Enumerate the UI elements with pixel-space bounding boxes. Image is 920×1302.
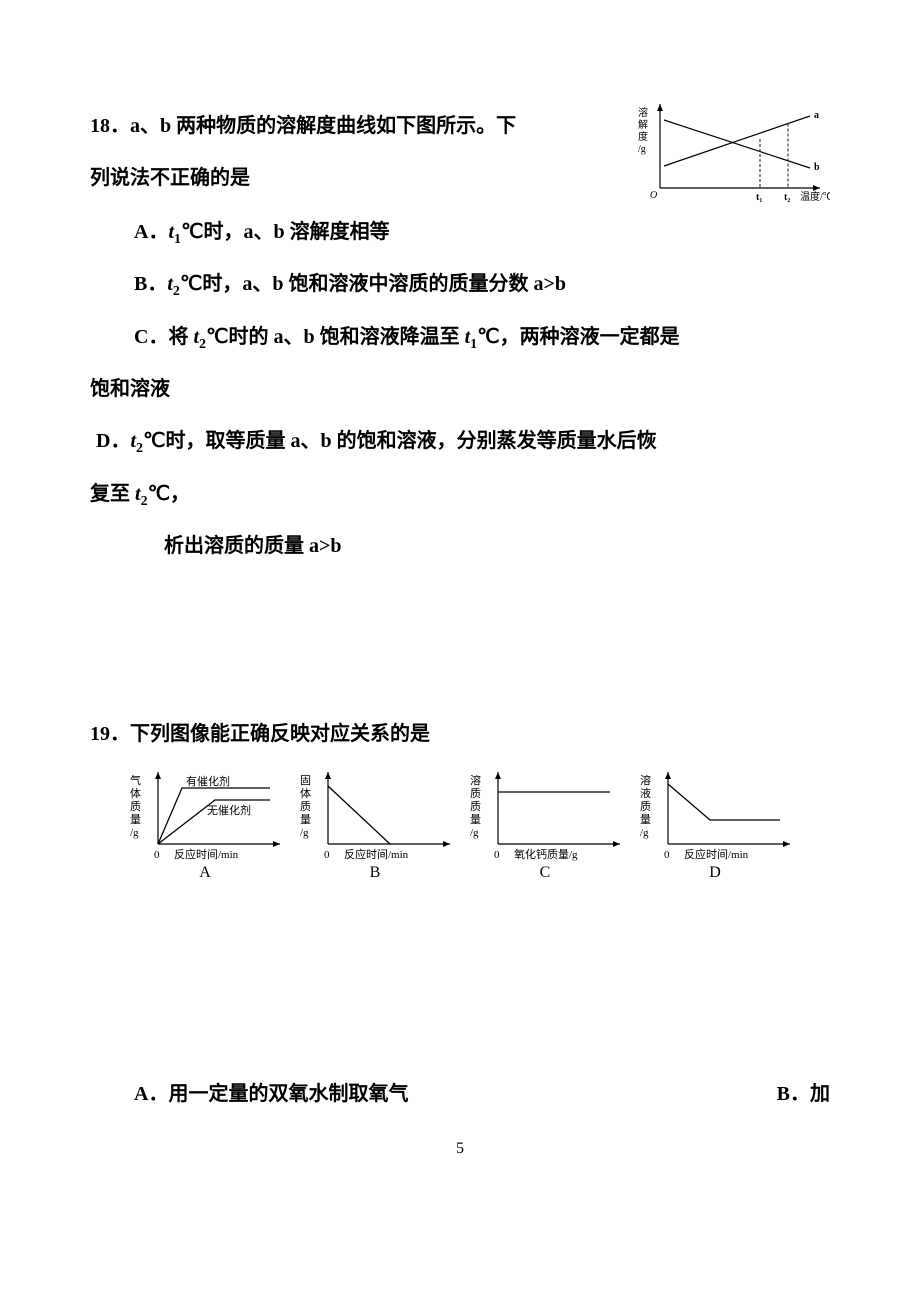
chart-c-label: C: [460, 864, 630, 882]
svg-text:有催化剂: 有催化剂: [186, 774, 230, 788]
q18-option-d-line3: 析出溶质的质量 a>b: [164, 520, 830, 572]
q18-stem: 18．a、b 两种物质的溶解度曲线如下图所示。下 列说法不正确的是: [90, 100, 620, 204]
svg-text:溶: 溶: [640, 773, 651, 787]
q19-stem-text: 下列图像能正确反映对应关系的是: [130, 723, 430, 745]
chart-b-label: B: [290, 864, 460, 882]
chart-a: 气体质量/g 0 反应时间/min 有催化剂无催化剂 A: [120, 762, 290, 882]
svg-text:量: 量: [640, 813, 651, 826]
q18-stem-p2: 列说法不正确的是: [90, 167, 250, 189]
q18-option-a: A．t1℃时，a、b 溶解度相等: [134, 206, 830, 258]
svg-text:/g: /g: [470, 827, 479, 839]
q18-option-c: C．将 t2℃时的 a、b 饱和溶液降温至 t1℃，两种溶液一定都是: [134, 311, 830, 363]
svg-text:0: 0: [324, 849, 330, 861]
page-number: 5: [90, 1140, 830, 1158]
q19-charts: 气体质量/g0反应时间/min有催化剂无催化剂 A 固体质量/g0反应时间/mi…: [120, 762, 830, 882]
q19-stem: 19．下列图像能正确反映对应关系的是: [90, 712, 830, 756]
svg-text:质: 质: [470, 800, 481, 813]
q18-option-c-line2: 饱和溶液: [90, 363, 830, 415]
svg-text:t₁: t₁: [756, 192, 762, 203]
svg-text:a: a: [814, 110, 819, 121]
svg-text:体: 体: [130, 786, 141, 800]
svg-text:固: 固: [300, 774, 311, 787]
svg-text:量: 量: [470, 813, 481, 826]
q18-graph: a b 溶解度/g Ot₁ t₂ 温度/℃: [630, 96, 830, 206]
q18-number: 18．: [90, 115, 130, 137]
svg-text:/g: /g: [638, 144, 646, 155]
q18-option-d-line2: 复至 t2℃，: [90, 468, 830, 520]
svg-text:温度/℃: 温度/℃: [800, 190, 830, 203]
svg-text:t₂: t₂: [784, 192, 790, 203]
svg-text:/g: /g: [300, 827, 309, 839]
svg-text:溶: 溶: [638, 106, 648, 119]
svg-text:度: 度: [638, 130, 648, 143]
svg-text:b: b: [814, 162, 820, 173]
svg-text:反应时间/min: 反应时间/min: [174, 847, 239, 861]
q19-number: 19．: [90, 723, 130, 745]
svg-text:/g: /g: [640, 827, 649, 839]
q19-option-b: B．加: [777, 1072, 830, 1116]
q19-option-a: A．用一定量的双氧水制取氧气: [134, 1072, 777, 1116]
chart-d: 溶液质量/g 0 反应时间/min D: [630, 762, 800, 882]
svg-text:反应时间/min: 反应时间/min: [344, 847, 409, 861]
svg-text:0: 0: [154, 849, 160, 861]
svg-text:0: 0: [494, 849, 500, 861]
svg-text:液: 液: [640, 786, 651, 800]
svg-text:/g: /g: [130, 827, 139, 839]
q18-option-d: D．t2℃时，取等质量 a、b 的饱和溶液，分别蒸发等质量水后恢: [96, 415, 830, 467]
svg-text:0: 0: [664, 849, 670, 861]
q18-option-b: B．t2℃时，a、b 饱和溶液中溶质的质量分数 a>b: [134, 258, 830, 310]
svg-text:量: 量: [300, 813, 311, 826]
chart-c: 溶质质量/g 0 氧化钙质量/g C: [460, 762, 630, 882]
chart-b: 固体质量/g 0 反应时间/min B: [290, 762, 460, 882]
svg-text:溶: 溶: [470, 773, 481, 787]
svg-text:气: 气: [130, 773, 141, 787]
q18-stem-p1: a、b 两种物质的溶解度曲线如下图所示。下: [130, 115, 516, 137]
svg-text:体: 体: [300, 786, 311, 800]
chart-d-label: D: [630, 864, 800, 882]
svg-text:质: 质: [300, 800, 311, 813]
svg-text:O: O: [650, 190, 657, 201]
svg-text:解: 解: [638, 118, 648, 131]
svg-text:量: 量: [130, 813, 141, 826]
svg-text:质: 质: [130, 800, 141, 813]
chart-a-label: A: [120, 864, 290, 882]
svg-text:反应时间/min: 反应时间/min: [684, 847, 749, 861]
svg-text:无催化剂: 无催化剂: [207, 803, 251, 817]
svg-text:质: 质: [640, 800, 651, 813]
svg-text:氧化钙质量/g: 氧化钙质量/g: [514, 847, 578, 861]
svg-text:质: 质: [470, 787, 481, 800]
